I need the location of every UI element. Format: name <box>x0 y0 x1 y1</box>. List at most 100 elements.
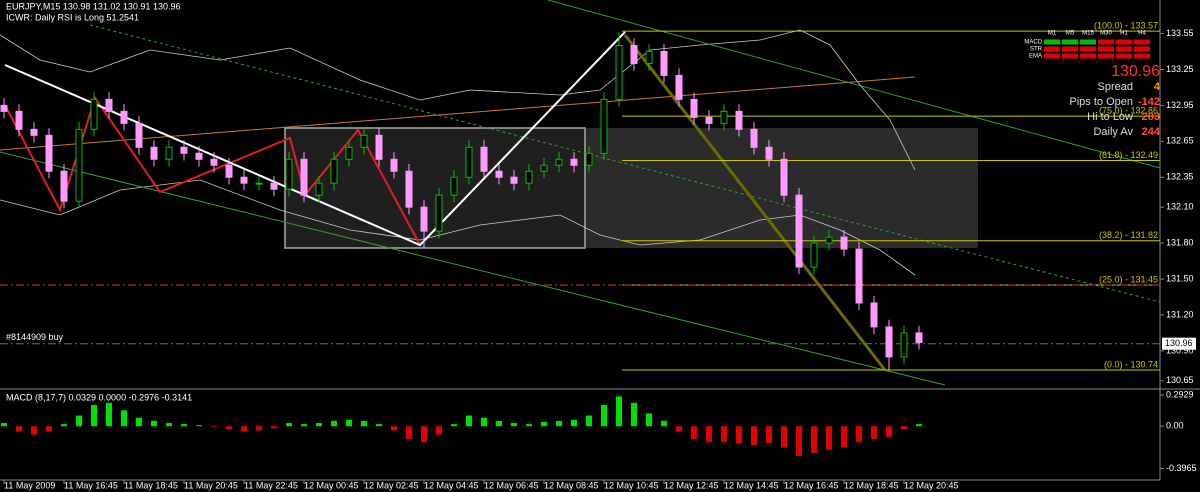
x-tick-label: 11 May 20:45 <box>184 480 238 490</box>
candle-body <box>645 50 653 64</box>
candle-body <box>120 110 128 124</box>
y-tick-label: 132.95 <box>1166 100 1194 110</box>
candle-body <box>180 146 188 154</box>
candle-body <box>675 74 683 100</box>
candle-body <box>15 110 23 130</box>
macd-bar <box>676 426 682 432</box>
info-value: -142 <box>1138 96 1160 108</box>
info-value: 4 <box>1154 81 1161 93</box>
band-line <box>0 29 916 171</box>
candle-body <box>660 50 668 76</box>
candle-body <box>435 194 443 232</box>
candle-body <box>225 164 233 178</box>
macd-bar <box>226 426 232 430</box>
x-tick-label: 12 May 00:45 <box>304 480 359 490</box>
macd-bar <box>586 415 592 427</box>
timeframe-label: H1 <box>1120 31 1128 37</box>
macd-bar <box>31 426 37 435</box>
x-tick-label: 12 May 14:45 <box>724 480 779 490</box>
candle-body <box>585 152 593 166</box>
y-tick-label: 132.10 <box>1166 202 1194 212</box>
macd-bar <box>256 426 262 431</box>
macd-bar <box>241 426 247 432</box>
timeframe-label: H4 <box>1138 31 1146 37</box>
info-price: 130.96 <box>1111 63 1160 80</box>
candle-body <box>300 158 308 196</box>
timeframe-label: M1 <box>1048 31 1057 37</box>
macd-bar <box>706 426 712 443</box>
macd-bar <box>331 420 337 427</box>
macd-bar <box>751 426 757 446</box>
y-tick-label: 130.90 <box>1166 345 1194 355</box>
y-tick-label: 131.50 <box>1166 273 1194 283</box>
candle-body <box>255 182 263 185</box>
candle-body <box>885 326 893 358</box>
trend-line <box>0 76 916 151</box>
y-tick-label: 133.55 <box>1166 28 1194 38</box>
candle-body <box>315 182 323 196</box>
candle-body <box>555 158 563 166</box>
macd-bar <box>391 426 397 431</box>
macd-bar <box>166 423 172 427</box>
x-tick-label: 12 May 18:45 <box>844 480 899 490</box>
candle-body <box>855 248 863 304</box>
x-tick-label: 11 May 2009 <box>4 480 55 490</box>
candle-body <box>390 158 398 172</box>
candle-body <box>375 134 383 160</box>
macd-bar <box>211 426 217 428</box>
macd-bar <box>316 423 322 427</box>
candle-body <box>870 302 878 328</box>
macd-title: MACD (8,17,7) 0.0329 0.0000 -0.2976 -0.3… <box>6 392 192 402</box>
fib-label: (100.0) - 133.57 <box>1094 21 1158 31</box>
macd-bar <box>646 413 652 427</box>
chart-subheader: ICWR: Daily RSI is Long 51.2541 <box>6 12 139 22</box>
indicator-cell <box>1098 39 1114 45</box>
macd-bar <box>406 426 412 439</box>
macd-bar <box>196 425 202 427</box>
macd-bar <box>421 426 427 443</box>
info-label: Spread <box>1098 81 1133 93</box>
indicator-cell <box>1116 46 1132 52</box>
candle-body <box>465 146 473 178</box>
macd-bar <box>271 426 277 429</box>
macd-bar <box>781 426 787 448</box>
candle-body <box>780 158 788 196</box>
channel-line <box>0 151 946 386</box>
fib-label: (25.0) - 131.45 <box>1099 274 1158 284</box>
indicator-cell <box>1044 39 1060 45</box>
macd-bar <box>46 426 52 432</box>
y-tick-label: 0.2929 <box>1166 389 1194 399</box>
indicator-cell <box>1080 39 1096 45</box>
fib-label: (75.0) - 132.86 <box>1099 106 1158 116</box>
order-label: #8144909 buy <box>6 332 64 342</box>
info-value: 283 <box>1142 111 1160 123</box>
info-value: 244 <box>1142 126 1161 138</box>
candle-body <box>915 332 923 343</box>
candle-body <box>525 170 533 184</box>
macd-bar <box>121 410 127 427</box>
y-tick-label: -0.3965 <box>1166 463 1197 473</box>
x-tick-label: 12 May 08:45 <box>544 480 599 490</box>
macd-bar <box>691 426 697 439</box>
macd-bar <box>361 420 367 427</box>
x-tick-label: 11 May 22:45 <box>244 480 298 490</box>
fib-label: (38.2) - 131.82 <box>1099 230 1158 240</box>
macd-bar <box>346 419 352 427</box>
candle-body <box>810 242 818 268</box>
macd-bar <box>496 420 502 427</box>
candle-body <box>105 98 113 112</box>
candle-body <box>210 158 218 166</box>
y-tick-label: 132.35 <box>1166 172 1194 182</box>
macd-bar <box>571 419 577 427</box>
x-tick-label: 12 May 20:45 <box>904 480 959 490</box>
x-tick-label: 11 May 18:45 <box>124 480 178 490</box>
candle-body <box>60 170 68 202</box>
x-tick-label: 12 May 04:45 <box>424 480 479 490</box>
price-tag-label: 130.96 <box>1165 338 1193 348</box>
macd-bar <box>436 426 442 435</box>
indicator-cell <box>1062 46 1078 52</box>
timeframe-label: M30 <box>1100 31 1112 37</box>
macd-bar <box>916 424 922 427</box>
candle-body <box>405 170 413 208</box>
